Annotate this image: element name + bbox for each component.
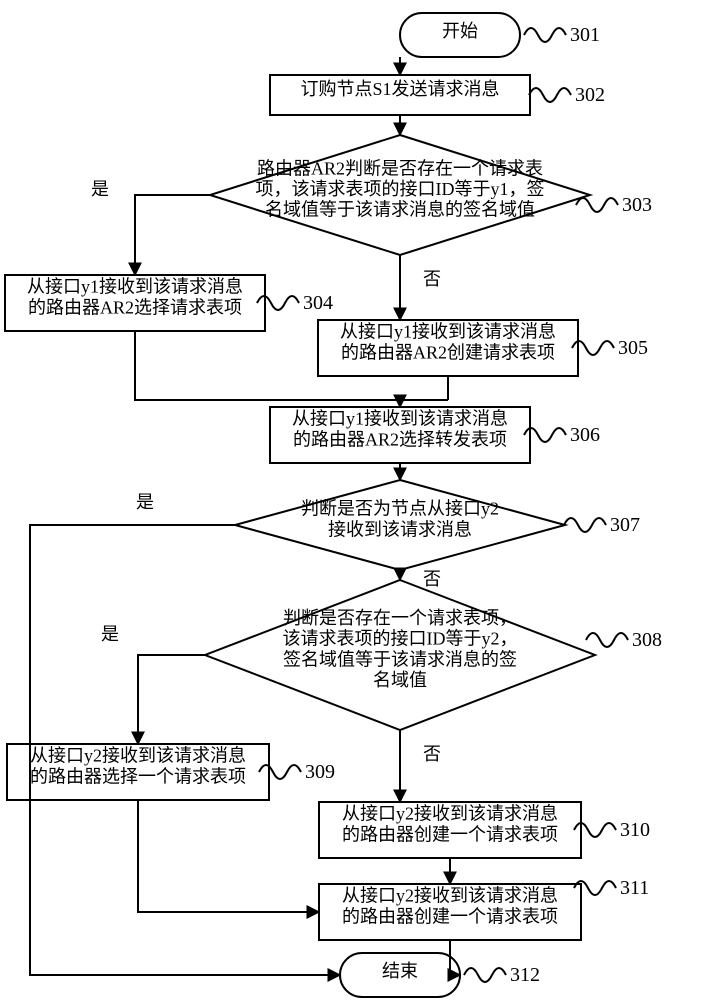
edge-label-yes303: 是 [91,179,109,199]
svg-text:311: 311 [620,877,649,899]
svg-text:该请求表项的接口ID等于y2，: 该请求表项的接口ID等于y2， [283,629,518,649]
svg-text:的路由器AR2创建请求表项: 的路由器AR2创建请求表项 [341,342,555,362]
svg-text:的路由器AR2选择转发表项: 的路由器AR2选择转发表项 [293,429,507,449]
svg-text:的路由器选择一个请求表项: 的路由器选择一个请求表项 [30,766,246,786]
svg-text:从接口y1接收到该请求消息: 从接口y1接收到该请求消息 [340,322,556,342]
svg-text:307: 307 [610,514,640,536]
svg-text:名域值等于该请求消息的签名域值: 名域值等于该请求消息的签名域值 [265,200,535,220]
svg-text:从接口y2接收到该请求消息: 从接口y2接收到该请求消息 [342,804,558,824]
svg-text:的路由器创建一个请求表项: 的路由器创建一个请求表项 [342,906,558,926]
n301: 开始 [400,13,520,57]
svg-text:签名域值等于该请求消息的签: 签名域值等于该请求消息的签 [283,649,517,669]
svg-text:308: 308 [632,629,662,651]
edge-label-yes307: 是 [136,492,154,512]
svg-text:开始: 开始 [442,21,478,41]
svg-text:301: 301 [570,24,600,46]
svg-text:303: 303 [622,194,652,216]
svg-text:的路由器创建一个请求表项: 的路由器创建一个请求表项 [342,824,558,844]
svg-text:从接口y2接收到该请求消息: 从接口y2接收到该请求消息 [30,746,246,766]
svg-text:订购节点S1发送请求消息: 订购节点S1发送请求消息 [300,79,499,99]
svg-text:304: 304 [303,292,333,314]
svg-text:判断是否存在一个请求表项，: 判断是否存在一个请求表项， [283,608,517,628]
svg-text:接收到该请求消息: 接收到该请求消息 [328,519,472,539]
edge-label-no303: 否 [423,269,441,289]
edge-label-yes308: 是 [101,624,119,644]
svg-text:的路由器AR2选择请求表项: 的路由器AR2选择请求表项 [28,297,242,317]
edge-label-no307: 否 [423,569,441,589]
svg-text:306: 306 [570,424,600,446]
svg-text:从接口y1接收到该请求消息: 从接口y1接收到该请求消息 [292,409,508,429]
svg-text:项，该请求表项的接口ID等于y1，签: 项，该请求表项的接口ID等于y1，签 [256,179,545,199]
svg-text:判断是否为节点从接口y2: 判断是否为节点从接口y2 [301,499,499,519]
svg-text:从接口y1接收到该请求消息: 从接口y1接收到该请求消息 [27,277,243,297]
svg-text:312: 312 [510,964,540,986]
svg-text:路由器AR2判断是否存在一个请求表: 路由器AR2判断是否存在一个请求表 [257,158,543,178]
svg-text:名域值: 名域值 [373,670,427,690]
svg-text:结束: 结束 [382,961,418,981]
svg-text:309: 309 [305,761,335,783]
n312: 结束 [340,953,460,997]
svg-text:305: 305 [618,337,648,359]
svg-text:302: 302 [575,84,605,106]
svg-text:从接口y2接收到该请求消息: 从接口y2接收到该请求消息 [342,886,558,906]
svg-text:310: 310 [620,819,650,841]
edge-label-no308: 否 [423,744,441,764]
